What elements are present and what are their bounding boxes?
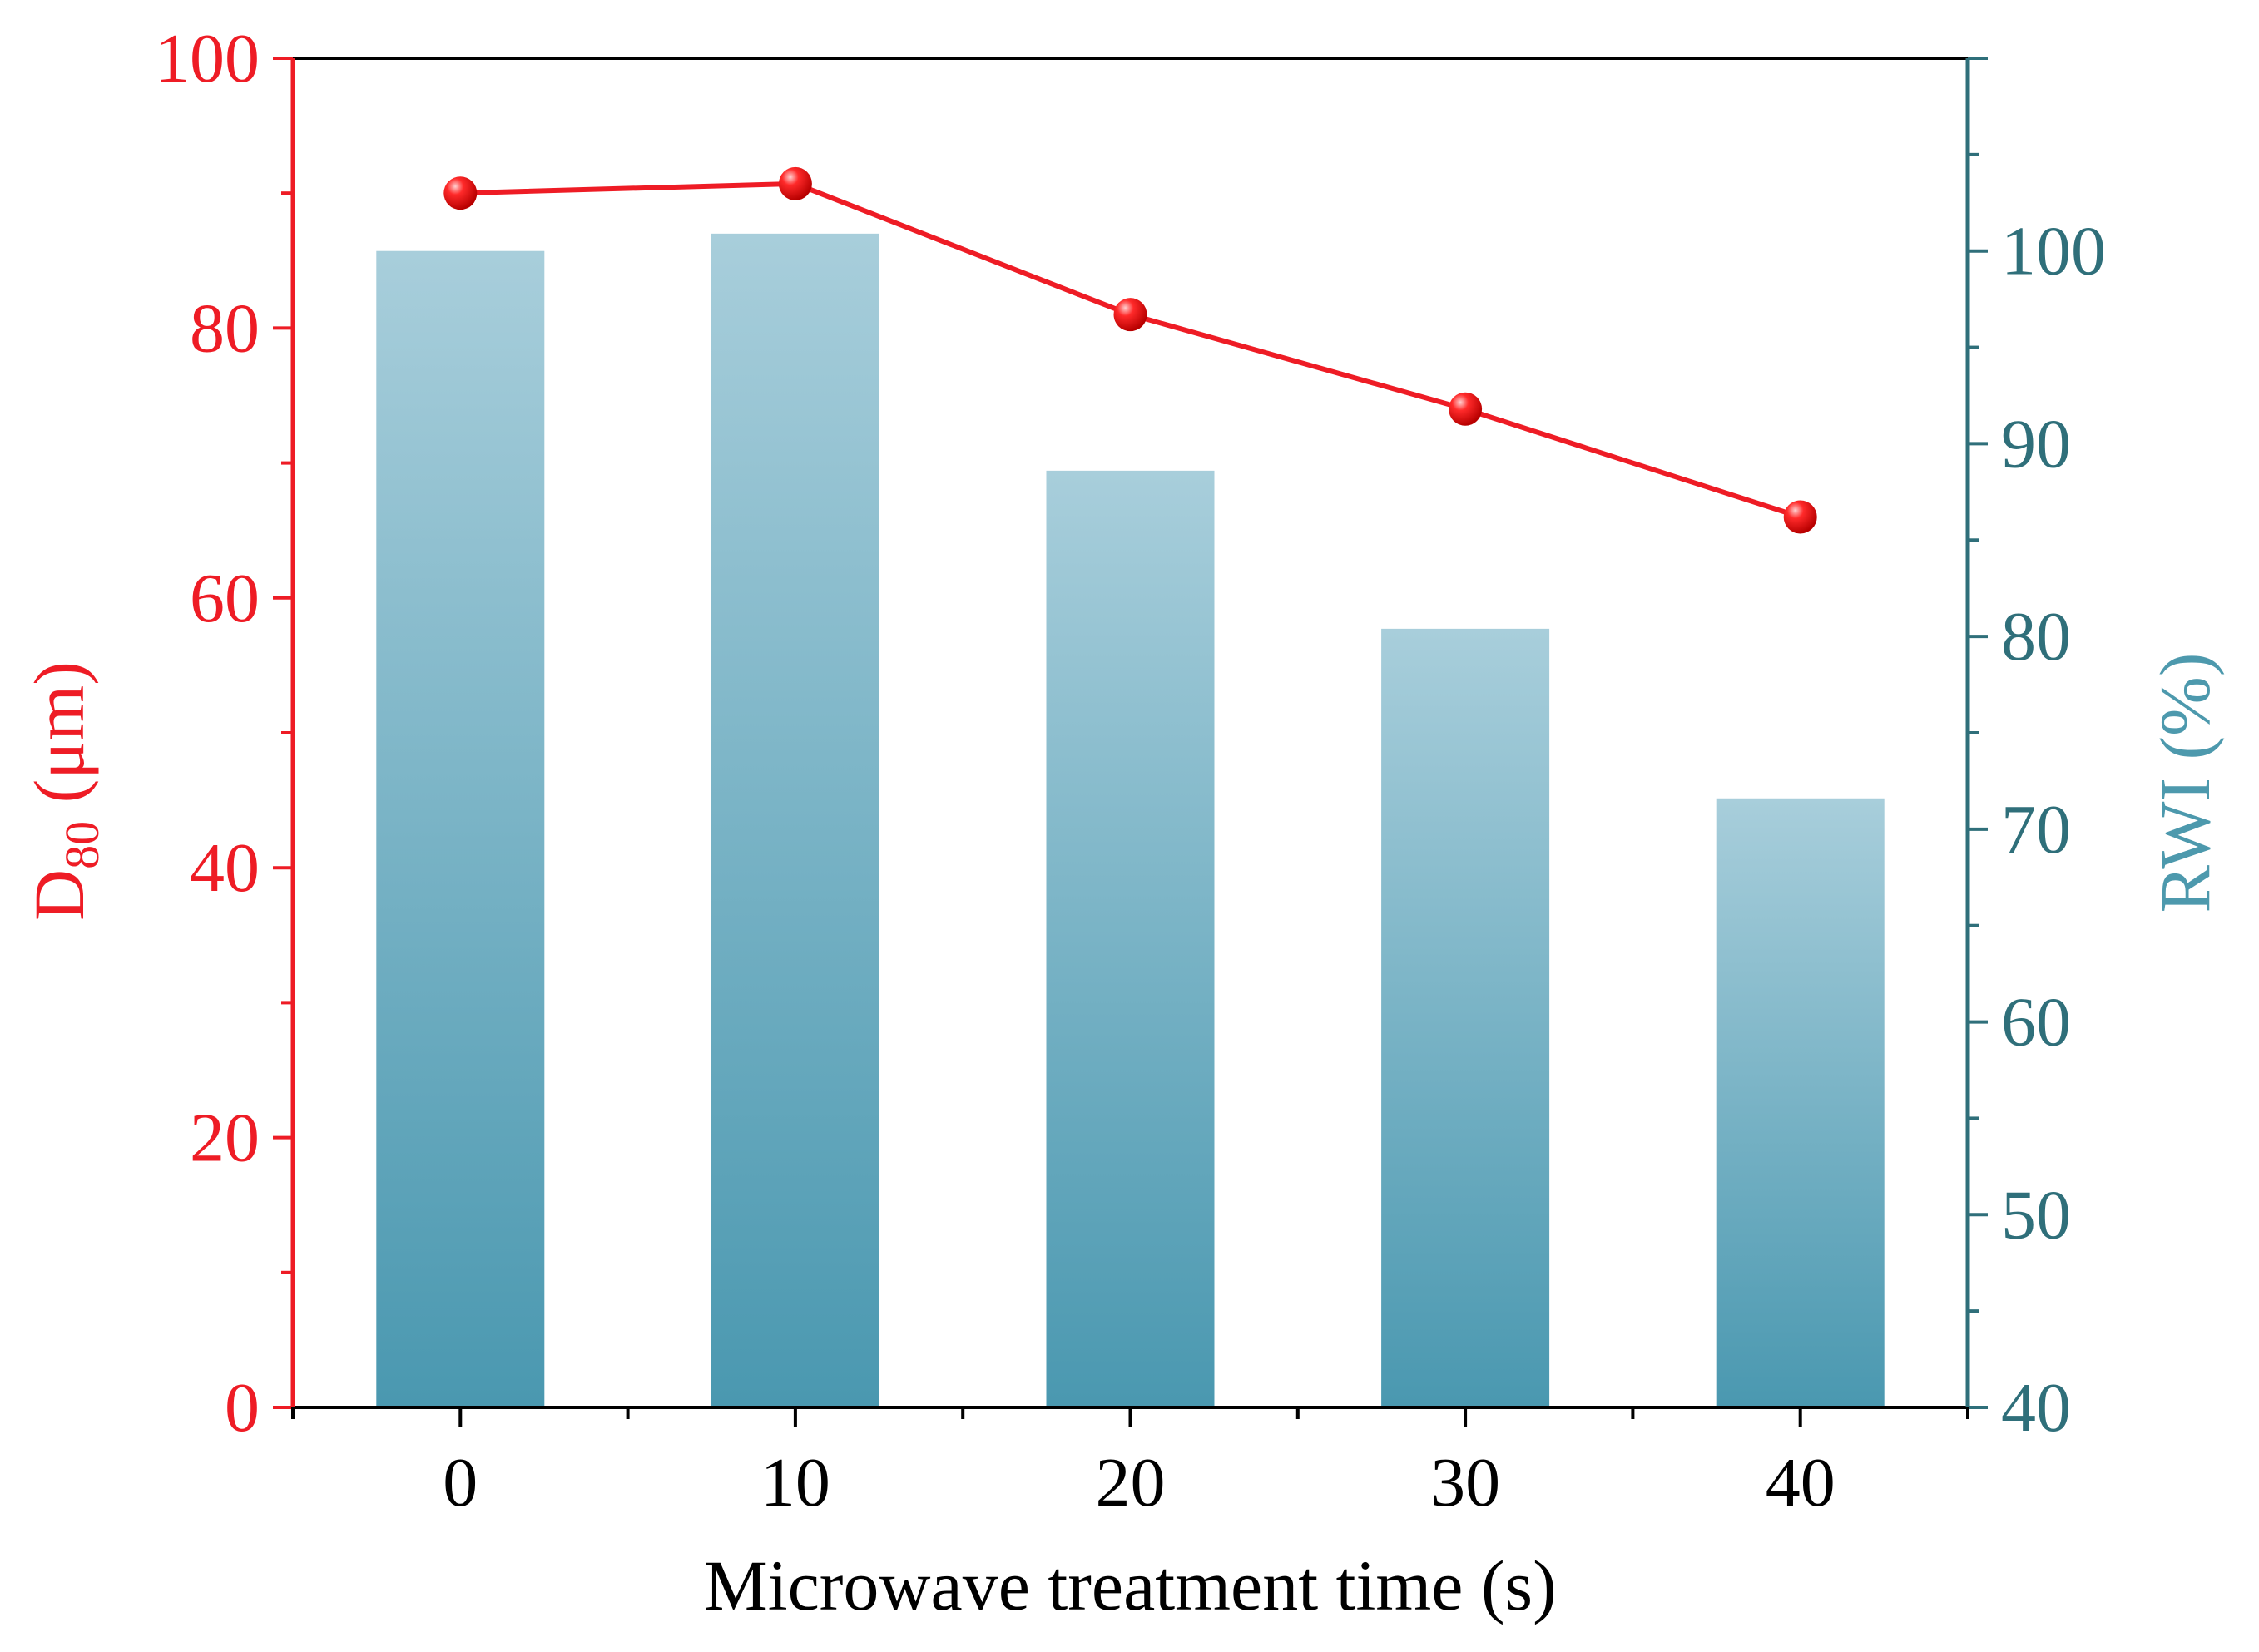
d80-point-10 [778, 166, 812, 200]
left-axis-title-unit: (μm) [19, 661, 99, 821]
d80-line [460, 181, 1801, 520]
bar-rwi-40 [1716, 798, 1885, 1407]
x-tick-label: 20 [1096, 1444, 1166, 1521]
bar-rwi-0 [376, 250, 545, 1407]
right-tick-label: 100 [2001, 213, 2106, 290]
right-tick-label: 60 [2001, 984, 2071, 1061]
left-axis-title: D80 (μm) [19, 661, 109, 921]
left-tick-label: 60 [190, 560, 260, 637]
right-axis-title: RWI (%) [2145, 653, 2225, 913]
right-tick-label: 70 [2001, 791, 2071, 868]
left-tick-label: 100 [155, 20, 260, 97]
right-tick-label: 90 [2001, 405, 2071, 482]
bar-series [376, 233, 1885, 1407]
d80-point-0 [443, 176, 478, 210]
d80-point-30 [1449, 392, 1483, 426]
x-axis: 0 10 20 30 40 [291, 1407, 1969, 1521]
x-tick-label: 30 [1430, 1444, 1500, 1521]
d80-point-40 [1783, 500, 1817, 534]
left-tick-label: 20 [190, 1100, 260, 1177]
left-tick-label: 40 [190, 829, 260, 907]
d80-point-20 [1113, 298, 1147, 332]
right-axis: 40 50 60 70 80 90 100 [1965, 57, 2106, 1447]
x-tick-label: 0 [443, 1444, 478, 1521]
left-axis-title-main: D [19, 869, 99, 921]
left-axis: 0 20 40 60 80 100 [155, 20, 295, 1447]
right-tick-label: 80 [2001, 598, 2071, 675]
x-tick-label: 10 [760, 1444, 830, 1521]
bar-rwi-10 [711, 233, 879, 1407]
left-tick-label: 0 [225, 1369, 260, 1447]
right-tick-label: 40 [2001, 1369, 2071, 1447]
bar-rwi-30 [1381, 628, 1550, 1407]
bar-rwi-20 [1046, 470, 1215, 1407]
left-tick-label: 80 [190, 289, 260, 367]
line-series [443, 166, 1817, 534]
right-tick-label: 50 [2001, 1176, 2071, 1254]
x-axis-title: Microwave treatment time (s) [704, 1546, 1556, 1625]
left-axis-title-subscript: 80 [55, 821, 109, 869]
x-tick-label: 40 [1766, 1444, 1835, 1521]
